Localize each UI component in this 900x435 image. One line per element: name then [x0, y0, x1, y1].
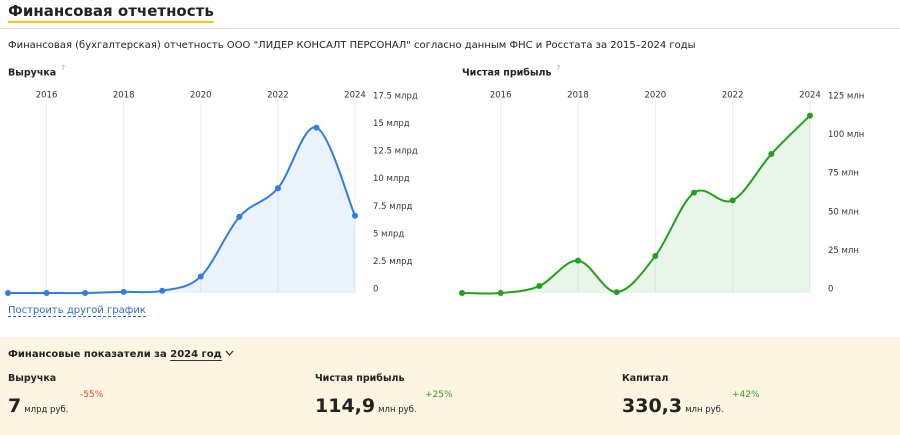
- subtitle: Финансовая (бухгалтерская) отчетность ОО…: [8, 40, 696, 51]
- x-tick-label: 2022: [722, 91, 744, 101]
- metric-unit: млн руб.: [378, 405, 417, 415]
- summary-panel: Финансовые показатели за 2024 год Выручк…: [0, 337, 900, 435]
- point: [652, 252, 659, 259]
- y-tick-label: 15 млрд: [373, 119, 410, 129]
- y-tick-label: 5 млрд: [373, 229, 404, 239]
- metric-label: Капитал: [622, 373, 669, 384]
- metric: Капитал 330,3 млн руб. +42%: [622, 373, 760, 417]
- y-tick-label: 0: [828, 285, 833, 295]
- build-chart-link[interactable]: Построить другой график: [8, 305, 146, 317]
- x-tick-label: 2016: [36, 91, 58, 101]
- point: [768, 151, 775, 158]
- point: [197, 273, 204, 280]
- y-tick-label: 100 млн: [828, 130, 864, 140]
- y-tick-label: 10 млрд: [373, 174, 410, 184]
- x-tick-label: 2018: [113, 91, 135, 101]
- metric-change: +25%: [425, 390, 453, 400]
- metric-value: 114,9 млн руб.: [315, 395, 417, 417]
- metric-number: 330,3: [622, 395, 683, 417]
- x-tick-label: 2024: [344, 91, 366, 101]
- page-title: Финансовая отчетность: [8, 2, 214, 23]
- area: [8, 127, 355, 294]
- summary-year: 2024 год: [170, 349, 222, 361]
- y-tick-label: 17.5 млрд: [373, 92, 418, 102]
- x-tick-label: 2020: [645, 91, 667, 101]
- x-tick-label: 2020: [190, 91, 212, 101]
- y-tick-label: 0: [373, 285, 378, 295]
- metric-change: -55%: [80, 390, 104, 400]
- divider: [0, 28, 900, 29]
- point: [613, 289, 620, 296]
- chevron: [225, 350, 234, 356]
- point: [159, 287, 166, 294]
- point: [691, 189, 697, 196]
- metric-unit: млн руб.: [685, 405, 724, 415]
- metric-number: 114,9: [315, 395, 376, 417]
- x-tick-label: 2022: [267, 91, 289, 101]
- summary-title: Финансовые показатели за: [8, 349, 167, 360]
- point: [575, 257, 581, 264]
- y-tick-label: 125 млн: [828, 92, 864, 102]
- y-tick-label: 7.5 млрд: [373, 202, 412, 212]
- point: [729, 197, 736, 204]
- area: [462, 115, 810, 294]
- point: [82, 290, 89, 296]
- summary-header[interactable]: Финансовые показатели за 2024 год: [8, 349, 234, 361]
- charts: Выручка ? 2016 2018 2020 2022 2024 0 2.5 млрд 5 м…: [5, 64, 864, 296]
- metric-label: Выручка: [8, 373, 57, 384]
- help-mark: ?: [557, 64, 561, 72]
- line: [461, 114, 811, 295]
- chart-title: Чистая прибыль: [462, 68, 552, 79]
- chart-title: Выручка: [8, 68, 56, 79]
- point: [5, 290, 11, 296]
- point: [536, 283, 543, 290]
- point: [497, 290, 504, 296]
- point: [352, 212, 358, 219]
- metric-number: 7: [8, 395, 22, 417]
- metric-change: +42%: [732, 390, 760, 400]
- line: [7, 126, 356, 295]
- metric: Выручка 7 млрд руб. -55%: [8, 373, 103, 417]
- point: [120, 288, 127, 295]
- metric-unit: млрд руб.: [24, 405, 69, 415]
- metric-value: 7 млрд руб.: [8, 395, 68, 417]
- x-tick-label: 2018: [567, 91, 589, 101]
- metric-label: Чистая прибыль: [315, 373, 405, 384]
- point: [807, 112, 813, 119]
- y-tick-label: 75 млн: [828, 169, 859, 179]
- y-tick-label: 2.5 млрд: [373, 257, 412, 267]
- point: [459, 290, 465, 296]
- metric: Чистая прибыль 114,9 млн руб. +25%: [315, 373, 453, 417]
- metric-value: 330,3 млн руб.: [622, 395, 724, 417]
- y-tick-label: 25 млн: [828, 246, 859, 256]
- help-mark: ?: [61, 64, 65, 72]
- y-tick-label: 50 млн: [828, 207, 859, 217]
- point: [274, 185, 281, 192]
- x-tick-label: 2016: [490, 91, 512, 101]
- point: [313, 124, 320, 131]
- y-tick-label: 12.5 млрд: [373, 147, 418, 157]
- point: [43, 290, 50, 296]
- point: [236, 213, 243, 220]
- x-tick-label: 2024: [799, 91, 821, 101]
